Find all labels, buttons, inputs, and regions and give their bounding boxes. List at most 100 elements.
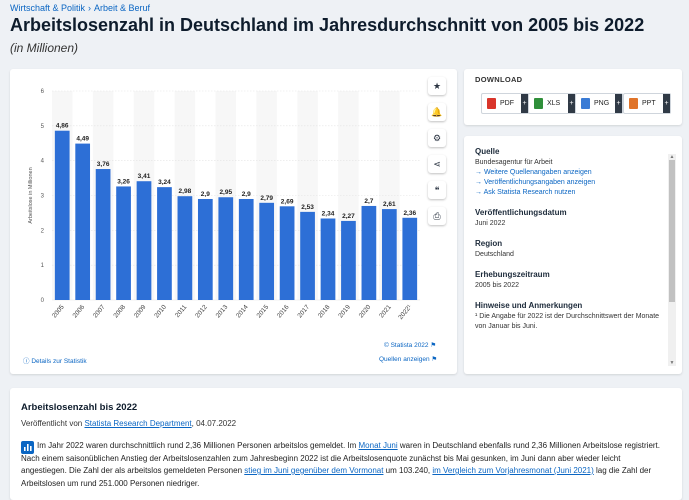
x-tick-label: 2011 [174,303,189,319]
breadcrumb-separator: › [88,3,92,13]
month-june-link[interactable]: Monat Juni [358,441,398,450]
details-link-text: Details zur Statistik [31,358,87,365]
quote-icon[interactable]: ❝ [428,181,446,199]
y-tick-label: 4 [41,159,45,165]
period-heading: Erhebungszeitraum [475,270,550,279]
pub-date-value: Juni 2022 [475,220,506,227]
plus-icon: + [568,94,575,113]
details-link[interactable]: ⓘ Details zur Statistik [23,355,87,365]
bar-value-label: 2,79 [260,195,273,202]
desc-part-4: lag die Zahl der Arbeitslosen um rund 25… [21,466,652,488]
bar [361,205,377,300]
page-subtitle: (in Millionen) [10,41,79,55]
gear-icon[interactable]: ⚙ [428,129,446,147]
download-xls-button[interactable]: XLS + [528,93,576,114]
download-png-button[interactable]: PNG + [575,93,623,114]
ppt-label: PPT [642,100,656,107]
download-ppt-button[interactable]: PPT + [623,93,671,114]
source-info-card: Quelle Bundesagentur für Arbeit Weitere … [464,136,682,374]
ppt-file-icon [629,98,638,109]
flag-icon: ⚑ [431,356,438,363]
breadcrumb-item-work[interactable]: Arbeit & Beruf [94,3,151,13]
x-tick-label: 2016 [276,303,291,319]
bar-chart: 0 1 2 3 4 5 6 Arbeitslose in Millionen 4,86 2005 4… [28,89,420,321]
bar [279,206,295,300]
x-tick-label: 2008 [112,303,127,319]
x-tick-label: 2009 [133,303,148,319]
chart-copyright[interactable]: © Statista 2022 ⚑ [384,341,436,349]
x-tick-label: 2015 [256,303,271,319]
bar-value-label: 4,86 [56,123,69,130]
pub-date-section: Veröffentlichungsdatum Juni 2022 [475,208,665,229]
download-title: DOWNLOAD [475,75,523,84]
x-tick-label: 2010 [153,303,168,319]
bar-value-label: 2,27 [342,213,355,220]
bar [402,217,418,300]
bar-value-label: 2,95 [219,189,232,196]
info-scrollbar[interactable]: ▲ ▼ [668,154,676,366]
bar [95,169,111,300]
x-tick-label: 2013 [215,303,230,319]
x-tick-label: 2007 [92,303,107,319]
bar [136,181,152,300]
more-sources-link[interactable]: Weitere Quellenangaben anzeigen [475,168,665,178]
download-pdf-button[interactable]: PDF + [481,93,529,114]
quote-glyph: ❝ [434,184,440,195]
published-prefix: Veröffentlicht von [21,419,83,428]
bar [75,143,91,300]
scrollbar-thumb[interactable] [669,160,675,302]
page-title: Arbeitslosenzahl in Deutschland im Jahre… [10,15,645,35]
flag-icon: ⚑ [430,342,437,349]
notes-section: Hinweise und Anmerkungen ¹ Die Angabe fü… [475,301,665,332]
breadcrumb-item-politics[interactable]: Wirtschaft & Politik [10,3,86,13]
bar-value-label: 2,9 [242,191,251,198]
period-section: Erhebungszeitraum 2005 bis 2022 [475,270,665,291]
publication-line: Veröffentlicht von Statista Research Dep… [21,419,236,428]
bar [177,196,193,300]
ask-research-link[interactable]: Ask Statista Research nutzen [475,188,665,198]
chart-card: 0 1 2 3 4 5 6 Arbeitslose in Millionen 4,86 2005 4… [10,69,457,374]
scroll-up-icon[interactable]: ▲ [669,154,675,160]
scroll-down-icon[interactable]: ▼ [669,360,675,366]
bar [54,130,70,300]
description-title: Arbeitslosenzahl bis 2022 [21,402,138,413]
bell-glyph: 🔔 [431,106,443,117]
statistic-icon [21,441,34,454]
source-heading: Quelle [475,147,500,156]
xls-file-icon [534,98,543,109]
download-card: DOWNLOAD PDF + XLS + PNG + PPT + [464,69,682,125]
region-heading: Region [475,239,503,248]
png-file-icon [581,98,590,109]
pdf-file-icon [487,98,496,109]
y-tick-label: 0 [41,298,45,304]
print-glyph: ⎙ [433,210,441,221]
sources-link[interactable]: Quellen anzeigen ⚑ [379,355,437,363]
description-text: Im Jahr 2022 waren durchschnittlich rund… [21,440,661,490]
notes-heading: Hinweise und Anmerkungen [475,301,583,310]
share-glyph: ⋖ [433,158,441,169]
star-icon[interactable]: ★ [428,77,446,95]
region-section: Region Deutschland [475,239,665,260]
bar [116,186,131,300]
bar [381,209,397,300]
bar-value-label: 2,9 [201,191,210,198]
x-tick-label: 2020 [358,303,373,319]
breadcrumb: Wirtschaft & Politik › Arbeit & Beruf [10,3,150,13]
bell-icon[interactable]: 🔔 [428,103,446,121]
month-over-month-link[interactable]: stieg im Juni gegenüber dem Vormonat [244,466,384,475]
bar-value-label: 3,76 [97,161,110,168]
year-over-year-link[interactable]: im Vergleich zum Vorjahresmonat (Juni 20… [432,466,594,475]
publisher-link[interactable]: Statista Research Department [84,419,192,428]
desc-part-1: Im Jahr 2022 waren durchschnittlich rund… [37,441,359,450]
x-tick-label: 2012 [194,303,209,319]
png-label: PNG [594,100,610,107]
bar-value-label: 2,69 [281,198,294,205]
share-icon[interactable]: ⋖ [428,155,446,173]
bar-value-label: 2,7 [364,198,373,205]
print-icon[interactable]: ⎙ [428,207,446,225]
x-tick-label: 2014 [235,303,250,319]
publication-info-link[interactable]: Veröffentlichungsangaben anzeigen [475,178,665,188]
bar-value-label: 3,26 [117,178,130,185]
bar [218,197,234,300]
x-tick-label: 2005 [51,303,66,319]
